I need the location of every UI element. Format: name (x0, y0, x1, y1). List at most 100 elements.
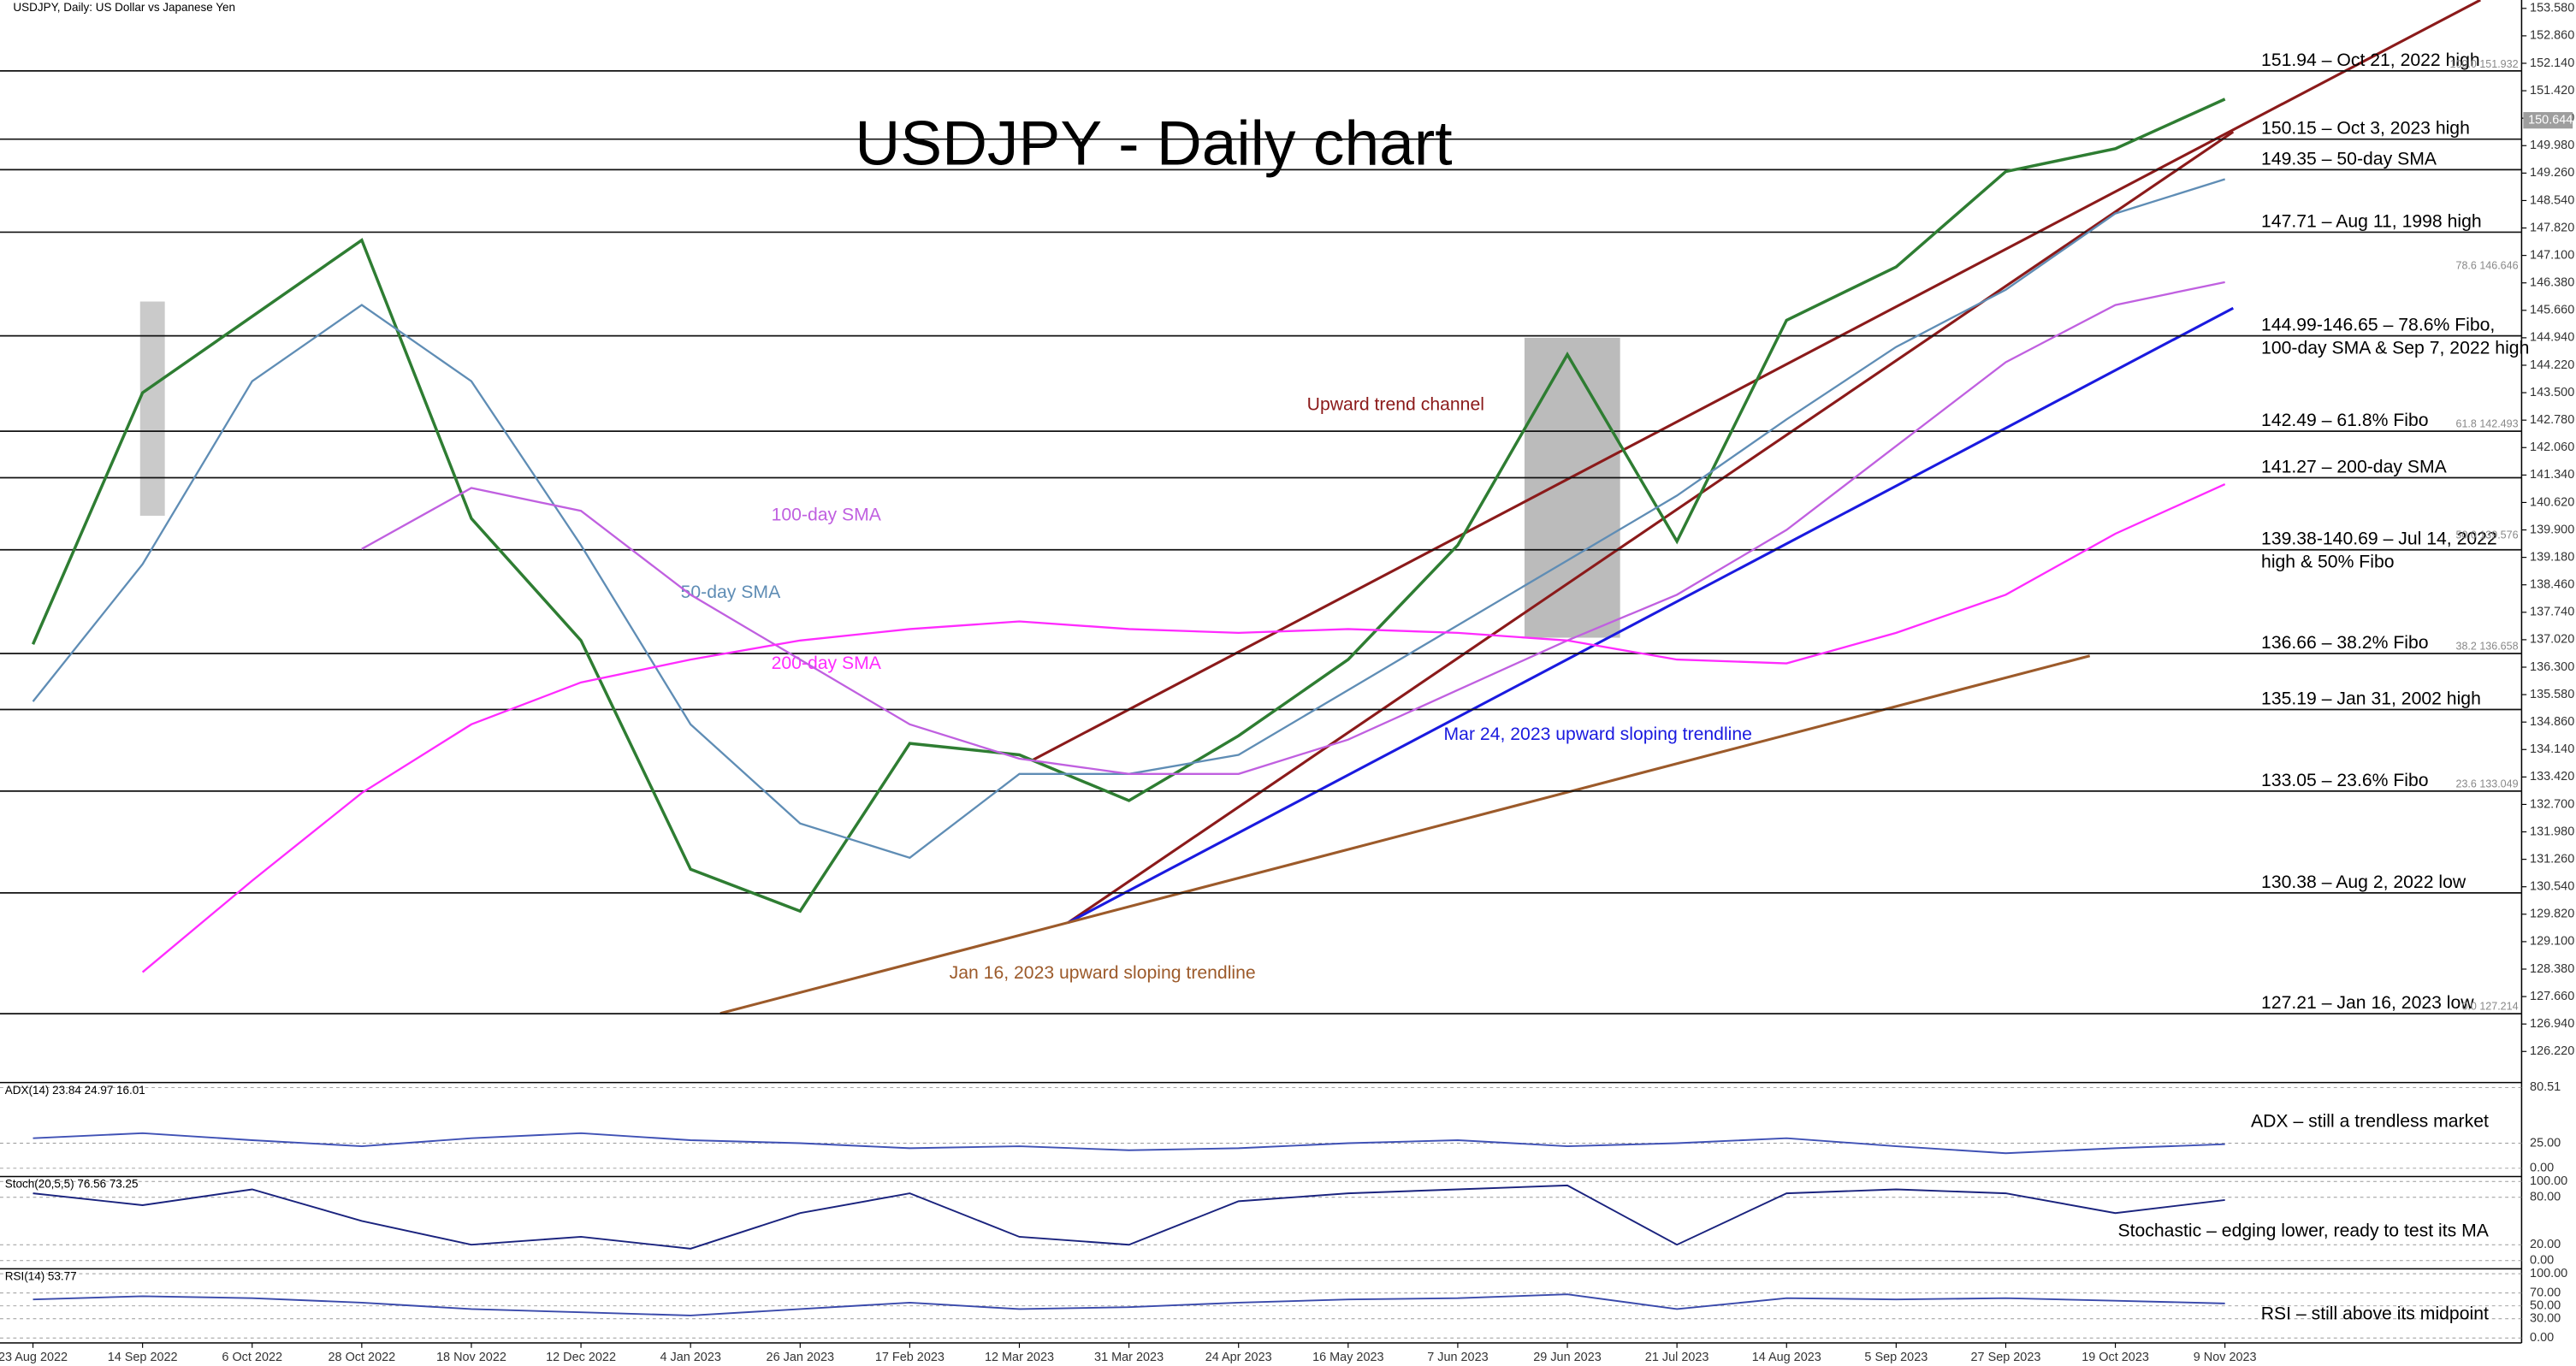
y-tick-label: 127.660 (2530, 990, 2574, 1003)
indicator-line (33, 1184, 2225, 1250)
last-price-label: 150.644 (2528, 113, 2573, 127)
x-tick-label: 12 Dec 2022 (546, 1351, 616, 1364)
y-tick-label: 134.140 (2530, 742, 2574, 756)
y-tick-label: 138.460 (2530, 578, 2574, 592)
trendline-mar24 (1067, 306, 2235, 925)
panel-tick-label: 0.00 (2530, 1331, 2554, 1345)
y-tick-label: 148.540 (2530, 193, 2574, 207)
sma-label: 50-day SMA (681, 582, 781, 602)
fib-label: 50.0 139.576 (2455, 529, 2518, 541)
level-label: 139.38-140.69 – Jul 14, 2022 (2261, 529, 2497, 549)
panel-tick-label: 50.00 (2530, 1298, 2561, 1312)
last-price-box (2523, 112, 2573, 129)
shade (1524, 337, 1620, 638)
fib-label: 23.6 133.049 (2455, 778, 2518, 789)
indicator-note: Stochastic – edging lower, ready to test… (2118, 1221, 2490, 1241)
x-tick-label: 31 Mar 2023 (1094, 1351, 1164, 1364)
sma-label: 200-day SMA (772, 653, 882, 673)
x-tick-label: 21 Jul 2023 (1645, 1351, 1709, 1364)
annotation: Upward trend channel (1307, 394, 1484, 414)
fib-label: 0.0 127.214 (2461, 1001, 2518, 1013)
series-line (31, 98, 2226, 914)
chart-header: USDJPY, Daily: US Dollar vs Japanese Yen (13, 1, 235, 14)
fib-label: 100.0 151.932 (2450, 58, 2519, 70)
x-tick-label: 24 Apr 2023 (1205, 1351, 1272, 1364)
y-tick-label: 142.780 (2530, 413, 2574, 427)
indicator-note: RSI – still above its midpoint (2261, 1304, 2489, 1324)
indicator-name: Stoch(20,5,5) 76.56 73.25 (5, 1178, 139, 1191)
y-tick-label: 128.380 (2530, 962, 2574, 976)
y-tick-label: 149.260 (2530, 166, 2574, 180)
x-tick-label: 7 Jun 2023 (1427, 1351, 1488, 1364)
panel-tick-label: 20.00 (2530, 1238, 2561, 1251)
level-label: 133.05 – 23.6% Fibo (2261, 771, 2429, 790)
x-tick-label: 9 Nov 2023 (2194, 1351, 2257, 1364)
level-label: 144.99-146.65 – 78.6% Fibo, (2261, 316, 2495, 335)
level-label: 149.35 – 50-day SMA (2261, 149, 2437, 169)
y-tick-label: 137.020 (2530, 633, 2574, 647)
x-tick-label: 14 Sep 2022 (108, 1351, 178, 1364)
y-tick-label: 149.980 (2530, 139, 2574, 152)
shade (139, 301, 165, 516)
indicator-note: ADX – still a trendless market (2251, 1112, 2489, 1132)
panel-tick-label: 80.51 (2530, 1080, 2561, 1094)
level-label: 150.15 – Oct 3, 2023 high (2261, 119, 2470, 139)
x-tick-label: 23 Aug 2022 (0, 1351, 68, 1364)
panel-tick-label: 80.00 (2530, 1191, 2561, 1204)
indicator-name: RSI(14) 53.77 (5, 1270, 77, 1283)
panel-tick-label: 0.00 (2530, 1162, 2554, 1175)
y-tick-label: 152.860 (2530, 29, 2574, 43)
y-tick-label: 126.220 (2530, 1044, 2574, 1058)
level-label: 151.94 – Oct 21, 2022 high (2261, 50, 2480, 70)
y-tick-label: 152.140 (2530, 56, 2574, 70)
chart-title: USDJPY - Daily chart (855, 109, 1452, 179)
level-label: high & 50% Fibo (2261, 553, 2394, 572)
x-tick-label: 4 Jan 2023 (660, 1351, 720, 1364)
x-tick-label: 18 Nov 2022 (436, 1351, 506, 1364)
y-tick-label: 142.060 (2530, 441, 2574, 454)
y-tick-label: 147.820 (2530, 221, 2574, 234)
panel-tick-label: 30.00 (2530, 1312, 2561, 1326)
x-tick-label: 6 Oct 2022 (222, 1351, 282, 1364)
level-label: 141.27 – 200-day SMA (2261, 458, 2448, 477)
panel-tick-label: 70.00 (2530, 1286, 2561, 1299)
x-tick-label: 26 Jan 2023 (767, 1351, 834, 1364)
x-tick-label: 12 Mar 2023 (985, 1351, 1054, 1364)
x-tick-label: 16 May 2023 (1312, 1351, 1383, 1364)
level-label: 127.21 – Jan 16, 2023 low (2261, 993, 2474, 1013)
y-tick-label: 139.900 (2530, 523, 2574, 536)
x-tick-label: 14 Aug 2023 (1752, 1351, 1821, 1364)
x-tick-label: 29 Jun 2023 (1533, 1351, 1601, 1364)
annotation: Mar 24, 2023 upward sloping trendline (1444, 724, 1752, 744)
level-label: 142.49 – 61.8% Fibo (2261, 411, 2429, 430)
level-label: 136.66 – 38.2% Fibo (2261, 633, 2429, 653)
x-tick-label: 28 Oct 2022 (329, 1351, 396, 1364)
y-tick-label: 130.540 (2530, 880, 2574, 894)
y-tick-label: 141.340 (2530, 468, 2574, 482)
y-tick-label: 131.260 (2530, 852, 2574, 866)
level-label: 100-day SMA & Sep 7, 2022 high (2261, 339, 2529, 358)
indicator-line (33, 1132, 2225, 1155)
panel-tick-label: 100.00 (2530, 1267, 2567, 1280)
fib-label: 38.2 136.658 (2455, 641, 2518, 653)
panel-tick-label: 0.00 (2530, 1254, 2554, 1268)
x-tick-label: 17 Feb 2023 (875, 1351, 945, 1364)
sma-label: 100-day SMA (772, 506, 882, 525)
y-tick-label: 133.420 (2530, 770, 2574, 784)
y-tick-label: 126.940 (2530, 1017, 2574, 1031)
x-tick-label: 5 Sep 2023 (1864, 1351, 1928, 1364)
y-tick-label: 129.100 (2530, 935, 2574, 949)
indicator-name: ADX(14) 23.84 24.97 16.01 (5, 1084, 145, 1097)
x-tick-label: 27 Sep 2023 (1971, 1351, 2041, 1364)
fib-label: 61.8 142.493 (2455, 418, 2518, 430)
y-tick-label: 151.420 (2530, 84, 2574, 98)
y-tick-label: 134.860 (2530, 715, 2574, 729)
series-line (361, 281, 2225, 775)
level-label: 135.19 – Jan 31, 2002 high (2261, 689, 2481, 709)
y-tick-label: 131.980 (2530, 825, 2574, 838)
y-tick-label: 144.940 (2530, 331, 2574, 345)
fib-label: 78.6 146.646 (2455, 259, 2518, 271)
panel-tick-label: 25.00 (2530, 1136, 2561, 1150)
